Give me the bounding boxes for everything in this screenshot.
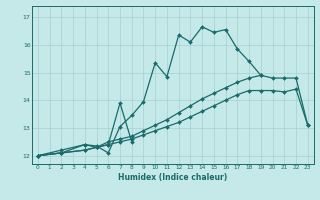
X-axis label: Humidex (Indice chaleur): Humidex (Indice chaleur) (118, 173, 228, 182)
